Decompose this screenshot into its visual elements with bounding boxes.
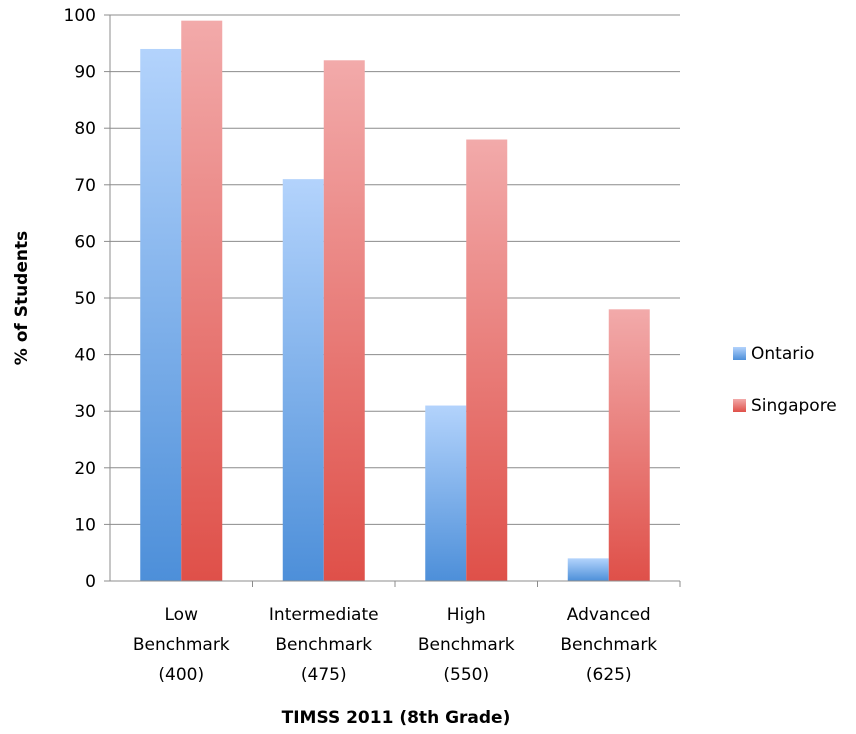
y-tick-label: 30	[74, 402, 96, 422]
bar-singapore-4	[608, 309, 650, 581]
y-tick-label: 50	[74, 289, 96, 309]
axis-labels: 0 10 20 30 40 50 60 70 80 90 100 Low Benchmark (400) I…	[64, 6, 658, 685]
legend: Ontario Singapore	[733, 344, 837, 416]
legend-label-ontario: Ontario	[751, 344, 814, 364]
axes	[104, 14, 681, 587]
y-tick-label: 100	[64, 6, 96, 26]
legend-label-singapore: Singapore	[751, 396, 837, 416]
x-category-label: Benchmark	[560, 635, 657, 655]
y-axis-title: % of Students	[12, 231, 32, 365]
x-category-label: (625)	[586, 665, 632, 685]
bars	[140, 20, 650, 582]
legend-swatch-ontario	[733, 347, 746, 360]
x-category-label: (550)	[443, 665, 489, 685]
x-category-label: Low	[165, 605, 199, 625]
y-tick-label: 60	[74, 232, 96, 252]
y-tick-label: 10	[74, 515, 96, 535]
x-axis-title: TIMSS 2011 (8th Grade)	[282, 708, 511, 728]
y-tick-label: 20	[74, 459, 96, 479]
bar-ontario-2	[282, 179, 324, 581]
y-tick-label: 0	[85, 572, 96, 592]
bar-ontario-4	[567, 558, 609, 581]
y-tick-label: 80	[74, 119, 96, 139]
x-category-label: Benchmark	[275, 635, 372, 655]
x-category-label: Intermediate	[269, 605, 379, 625]
x-category-label: (400)	[158, 665, 204, 685]
bar-singapore-3	[466, 139, 508, 581]
x-category-label: Benchmark	[418, 635, 515, 655]
x-category-label: Advanced	[567, 605, 651, 625]
bar-ontario-1	[140, 48, 182, 581]
y-tick-label: 40	[74, 346, 96, 366]
y-tick-label: 70	[74, 176, 96, 196]
x-category-label: High	[447, 605, 486, 625]
x-category-label: Benchmark	[133, 635, 230, 655]
legend-swatch-singapore	[733, 399, 746, 412]
bar-singapore-2	[323, 60, 365, 581]
x-category-label: (475)	[301, 665, 347, 685]
bar-ontario-3	[425, 405, 467, 581]
y-tick-label: 90	[74, 63, 96, 83]
bar-singapore-1	[181, 20, 223, 582]
